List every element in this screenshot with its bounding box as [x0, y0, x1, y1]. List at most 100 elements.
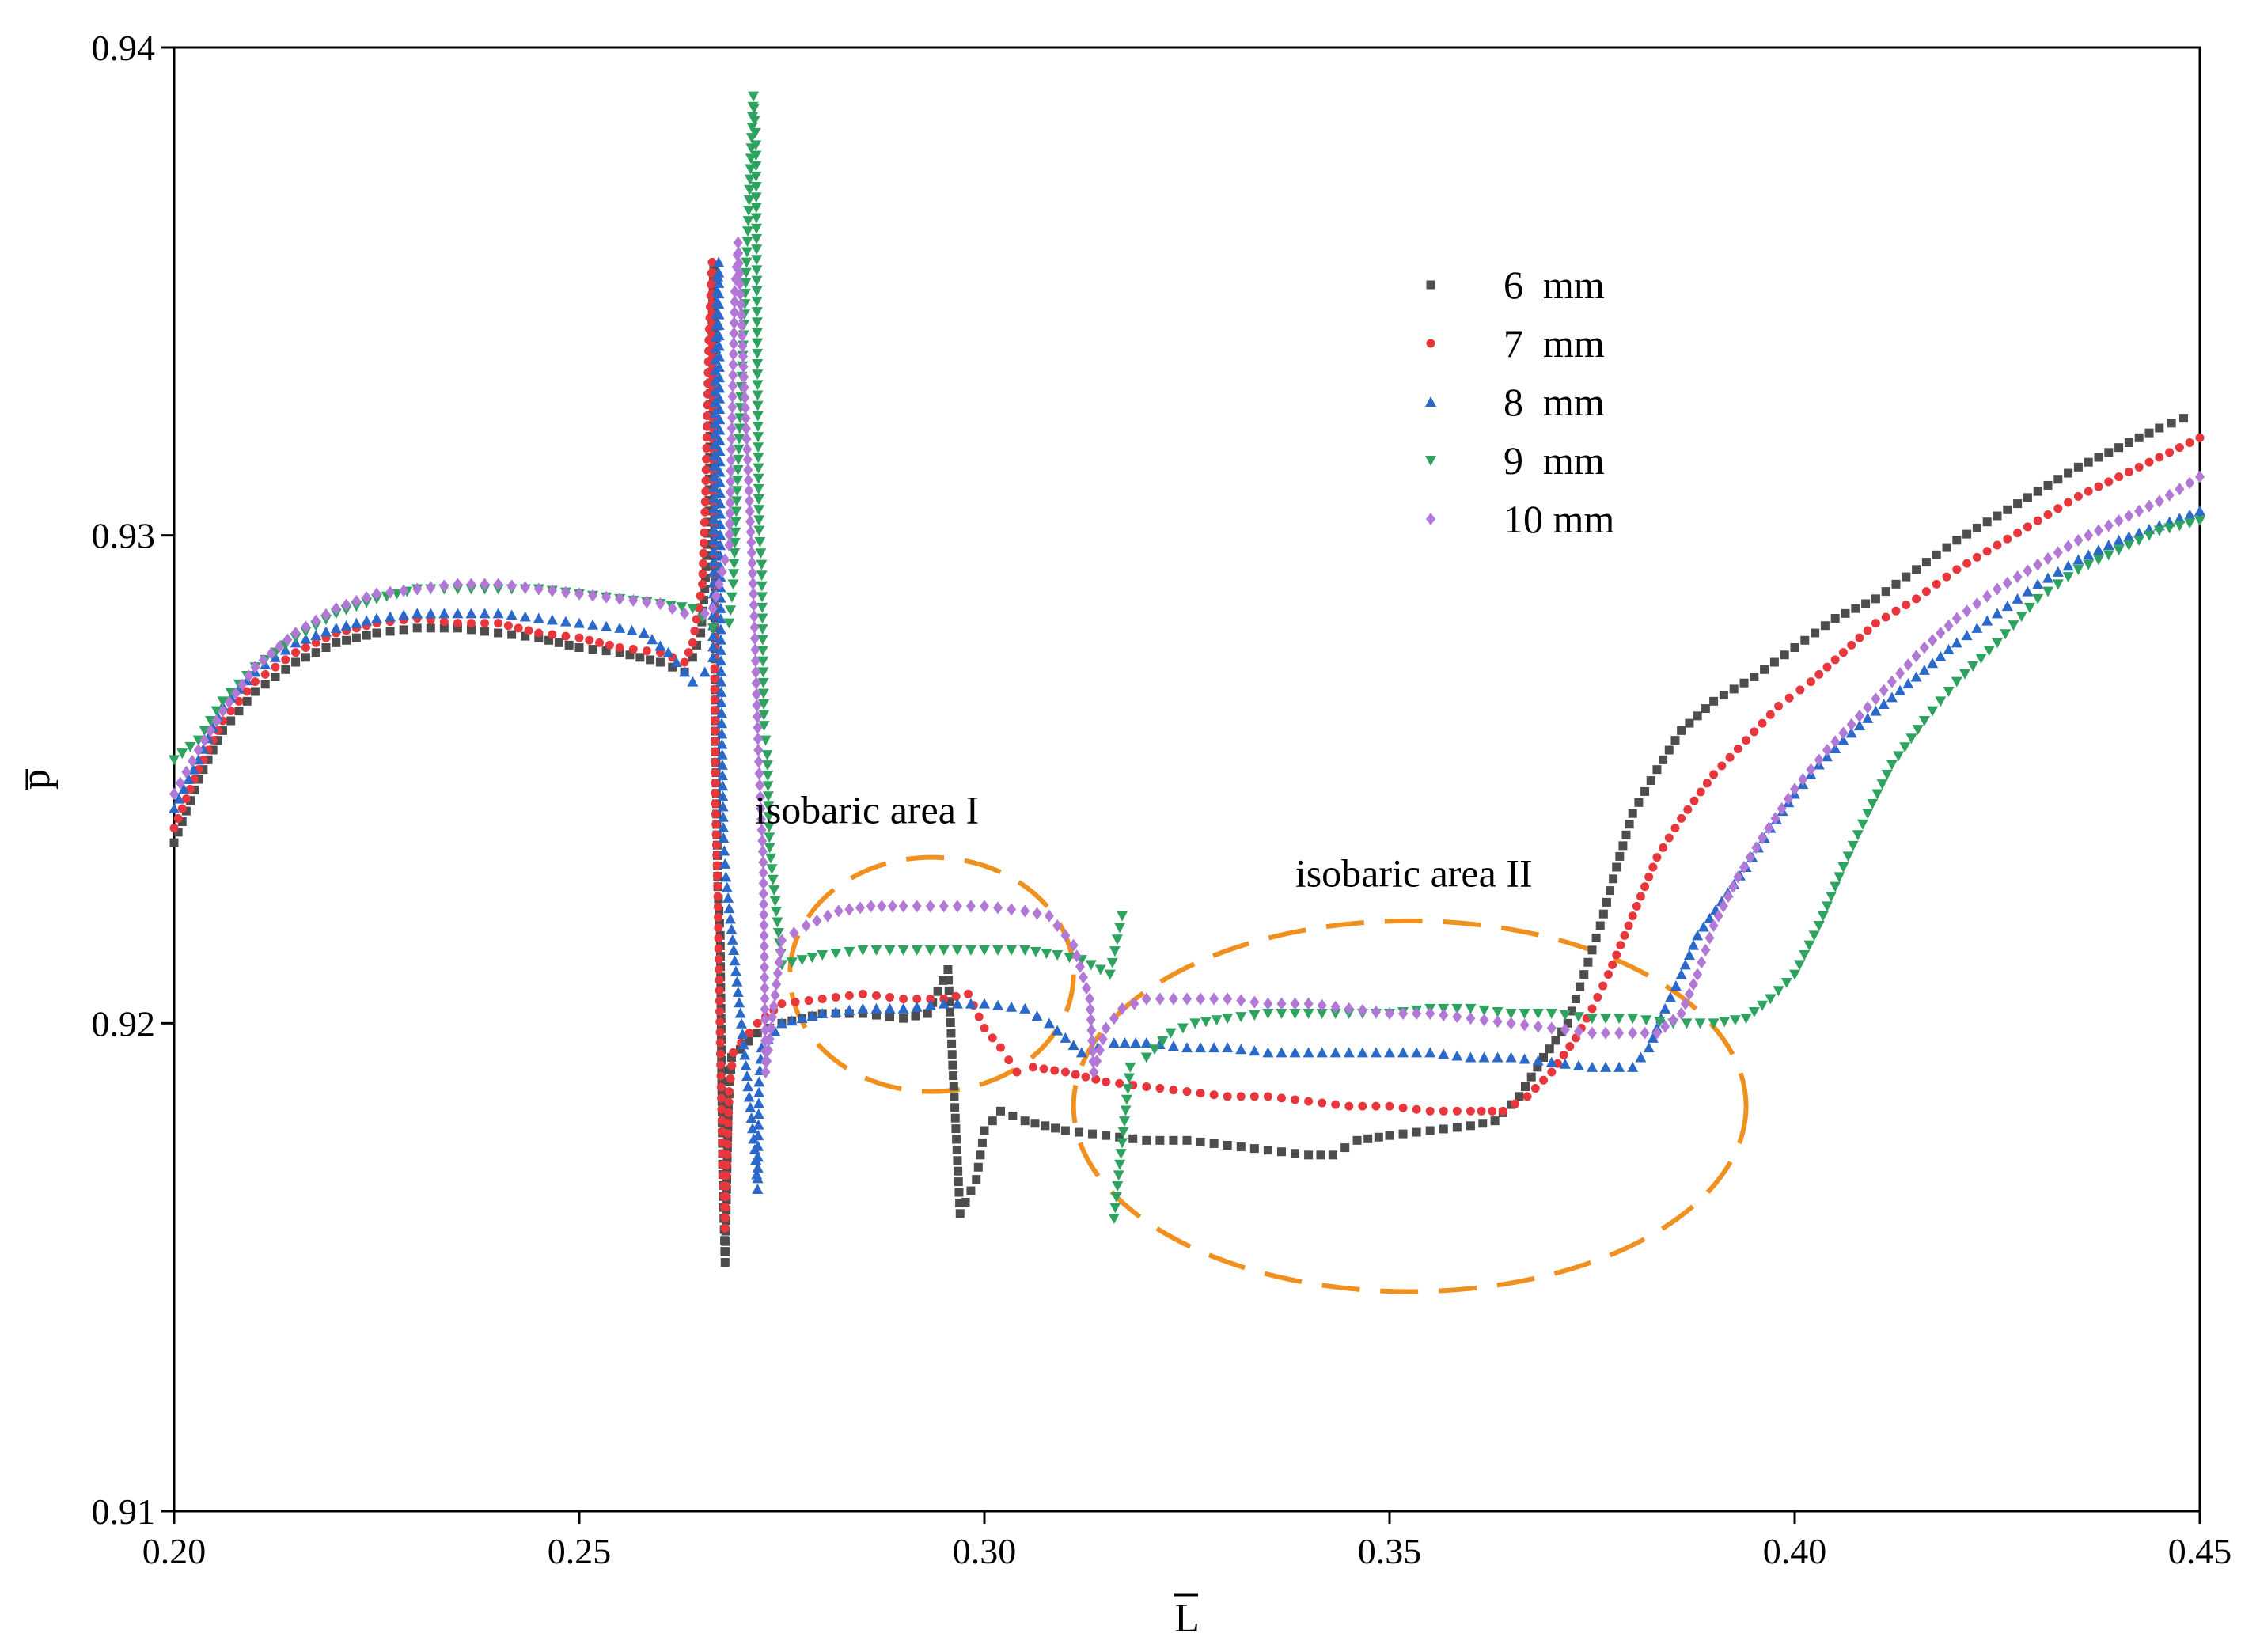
- data-point: [1911, 650, 1921, 663]
- data-point: [897, 1002, 909, 1014]
- data-point: [753, 483, 764, 494]
- data-point: [250, 677, 260, 687]
- legend-label: 6 mm: [1504, 263, 1605, 307]
- data-point: [1530, 1084, 1540, 1093]
- data-point: [884, 1002, 896, 1014]
- data-point: [2073, 533, 2084, 547]
- data-point: [1620, 930, 1629, 940]
- data-point: [938, 998, 950, 1009]
- data-point: [2124, 438, 2133, 447]
- data-point: [754, 767, 764, 780]
- data-point: [2073, 462, 2083, 472]
- data-point: [1910, 671, 1922, 682]
- data-point: [714, 476, 726, 487]
- data-point: [715, 644, 726, 655]
- data-point: [642, 646, 651, 656]
- data-point: [679, 666, 691, 677]
- data-point: [789, 926, 799, 940]
- data-point: [733, 236, 743, 249]
- data-point: [1600, 1061, 1612, 1072]
- data-point: [750, 654, 760, 668]
- data-point: [1881, 612, 1890, 622]
- data-point: [727, 390, 738, 404]
- data-point: [770, 988, 780, 1002]
- data-point: [1972, 523, 1981, 532]
- legend-label: 9 mm: [1504, 438, 1605, 483]
- data-point: [1606, 886, 1615, 896]
- data-point: [574, 633, 584, 642]
- data-point: [696, 591, 705, 601]
- data-point: [1182, 1135, 1192, 1145]
- data-point: [830, 1006, 842, 1017]
- data-point: [741, 432, 752, 445]
- data-point: [258, 654, 268, 667]
- data-point: [1708, 919, 1719, 932]
- data-point: [745, 164, 756, 175]
- data-point: [715, 623, 726, 635]
- data-point: [1693, 711, 1702, 721]
- data-point: [885, 992, 895, 1002]
- data-point: [533, 582, 544, 596]
- data-point: [755, 790, 765, 804]
- data-point: [885, 1012, 895, 1021]
- data-point: [749, 632, 760, 646]
- data-point: [1177, 1023, 1189, 1034]
- data-point: [176, 748, 188, 760]
- data-point: [745, 494, 755, 508]
- data-point: [752, 1173, 764, 1184]
- data-point: [1114, 923, 1126, 934]
- data-point: [2084, 457, 2093, 467]
- data-point: [760, 735, 772, 746]
- data-point: [745, 525, 756, 539]
- data-point: [1356, 1047, 1368, 1058]
- data-point: [2103, 540, 2114, 550]
- data-point: [1847, 840, 1859, 851]
- data-point: [1627, 1014, 1639, 1025]
- data-point: [946, 1018, 955, 1028]
- data-point: [768, 999, 779, 1013]
- data-point: [311, 638, 320, 647]
- data-point: [1085, 1002, 1095, 1016]
- data-point: [332, 638, 341, 647]
- data-point: [585, 635, 594, 645]
- data-point: [260, 680, 270, 689]
- data-point: [181, 765, 191, 779]
- data-point: [479, 608, 491, 619]
- data-point: [1088, 1129, 1098, 1139]
- data-point: [1729, 1015, 1741, 1026]
- data-point: [226, 707, 236, 716]
- data-point: [2043, 551, 2053, 565]
- data-point: [715, 655, 727, 666]
- data-point: [1363, 1134, 1373, 1143]
- data-point: [2053, 475, 2063, 484]
- data-point: [708, 535, 720, 546]
- data-point: [1692, 930, 1704, 941]
- data-point: [1559, 1058, 1571, 1069]
- data-point: [1119, 1037, 1131, 1048]
- data-point: [1918, 716, 1930, 726]
- data-point: [1412, 1104, 1421, 1114]
- data-point: [756, 824, 767, 837]
- data-point: [1200, 1017, 1212, 1028]
- data-point: [1142, 1082, 1151, 1091]
- data-point: [763, 812, 775, 823]
- data-point: [725, 485, 735, 498]
- annotation-label: isobaric area II: [1295, 851, 1533, 896]
- data-point: [1936, 627, 1946, 639]
- data-point: [2084, 487, 2093, 496]
- data-point: [1519, 1053, 1530, 1064]
- data-point: [724, 1108, 734, 1117]
- data-point: [702, 444, 711, 453]
- data-point: [1344, 1002, 1354, 1015]
- data-point: [721, 881, 733, 892]
- data-point: [980, 900, 989, 913]
- data-point: [244, 669, 254, 683]
- data-point: [944, 976, 954, 985]
- data-point: [752, 710, 762, 723]
- data-point: [1579, 970, 1589, 979]
- data-point: [761, 750, 773, 761]
- data-point: [1635, 1051, 1647, 1063]
- data-point: [1702, 779, 1712, 788]
- data-point: [744, 1036, 753, 1046]
- data-point: [947, 1039, 957, 1048]
